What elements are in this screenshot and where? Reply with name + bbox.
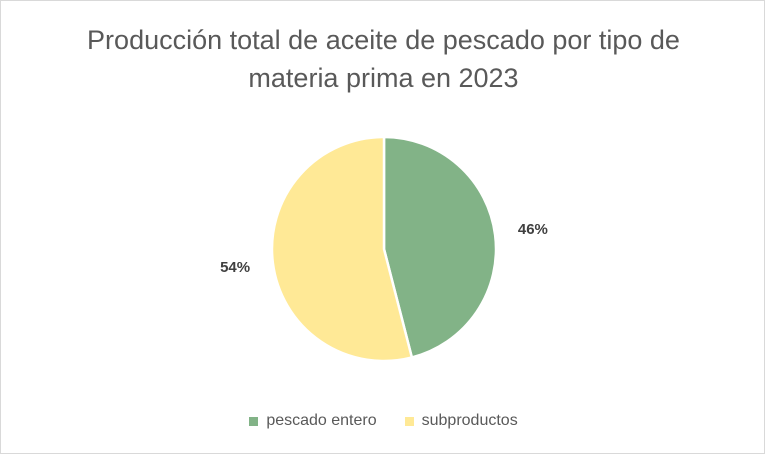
legend-label-subproductos: subproductos bbox=[421, 412, 518, 429]
data-label-pescado-entero: 46% bbox=[518, 221, 548, 238]
legend-swatch-pescado-entero bbox=[249, 416, 259, 426]
legend-label-pescado-entero: pescado entero bbox=[266, 412, 377, 429]
legend-swatch-subproductos bbox=[404, 416, 414, 426]
pie-slice-subproductos bbox=[270, 135, 414, 363]
pie-slice-pescado-entero bbox=[382, 135, 498, 360]
chart-title: Producción total de aceite de pescado po… bbox=[1, 21, 765, 97]
legend-item-pescado-entero: pescado entero bbox=[249, 412, 377, 430]
legend: pescado entero subproductos bbox=[1, 412, 765, 430]
legend-item-subproductos: subproductos bbox=[404, 412, 518, 430]
data-label-subproductos: 54% bbox=[220, 259, 250, 276]
chart-title-line-1: Producción total de aceite de pescado po… bbox=[87, 25, 680, 55]
chart-title-line-2: materia prima en 2023 bbox=[248, 63, 519, 93]
